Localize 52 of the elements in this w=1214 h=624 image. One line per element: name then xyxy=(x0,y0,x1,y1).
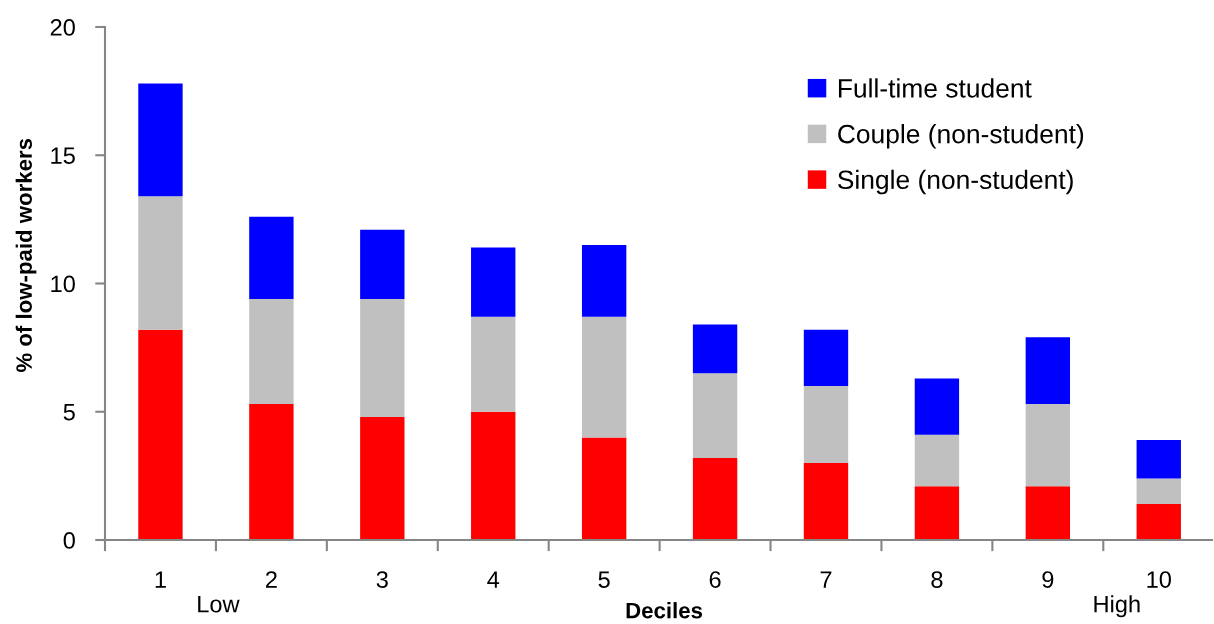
y-tick-label: 15 xyxy=(51,147,75,165)
y-tick-label: 5 xyxy=(63,404,75,421)
bar xyxy=(138,196,183,330)
x-tick-label: 7 xyxy=(820,571,832,588)
bar xyxy=(249,298,294,405)
x-tick-label: 10 xyxy=(1147,571,1171,588)
bar xyxy=(1136,504,1181,540)
text: Low xyxy=(198,596,240,613)
bar xyxy=(360,298,405,417)
bar xyxy=(803,463,849,540)
bar xyxy=(1025,486,1071,540)
text: High xyxy=(1094,595,1140,618)
bar xyxy=(914,378,960,435)
x-tick-label: 5 xyxy=(598,571,610,588)
bar xyxy=(581,437,627,540)
bar xyxy=(1025,337,1071,405)
x-tick-label: 1 xyxy=(155,571,166,588)
bar xyxy=(471,316,516,412)
bar xyxy=(1025,404,1071,487)
x-axis-title: Deciles xyxy=(626,602,703,619)
y-tick-label: 10 xyxy=(51,275,75,293)
bar xyxy=(803,386,849,464)
bar xyxy=(581,316,627,438)
x-tick-label: 9 xyxy=(1042,571,1054,588)
bar xyxy=(1136,478,1181,505)
y-tick-label: 0 xyxy=(63,532,75,549)
x-tick-label: 3 xyxy=(376,571,388,588)
bar xyxy=(692,457,738,540)
y-tick-label: 20 xyxy=(50,19,75,36)
x-tick-label: 8 xyxy=(931,571,943,588)
bar xyxy=(914,434,960,487)
legend-label: Couple (non-student) xyxy=(838,124,1084,149)
bar xyxy=(692,324,738,374)
bar xyxy=(914,486,960,540)
bar xyxy=(803,329,849,387)
bar xyxy=(471,411,516,540)
y-axis-title: % of low-paid workers xyxy=(15,138,37,373)
bar xyxy=(249,404,294,540)
x-tick-label: 6 xyxy=(709,571,721,588)
bar xyxy=(249,216,294,299)
bar xyxy=(581,245,627,317)
bar xyxy=(360,416,405,540)
x-tick-label: 2 xyxy=(266,571,277,588)
legend-label: Full-time student xyxy=(838,78,1032,98)
bar xyxy=(471,247,516,317)
bar xyxy=(1136,439,1181,479)
legend-label: Single (non-student) xyxy=(838,169,1073,195)
bar xyxy=(692,373,738,458)
bar xyxy=(138,329,183,540)
bar xyxy=(360,229,405,299)
x-tick-label: 4 xyxy=(487,571,500,588)
bar xyxy=(138,83,183,197)
